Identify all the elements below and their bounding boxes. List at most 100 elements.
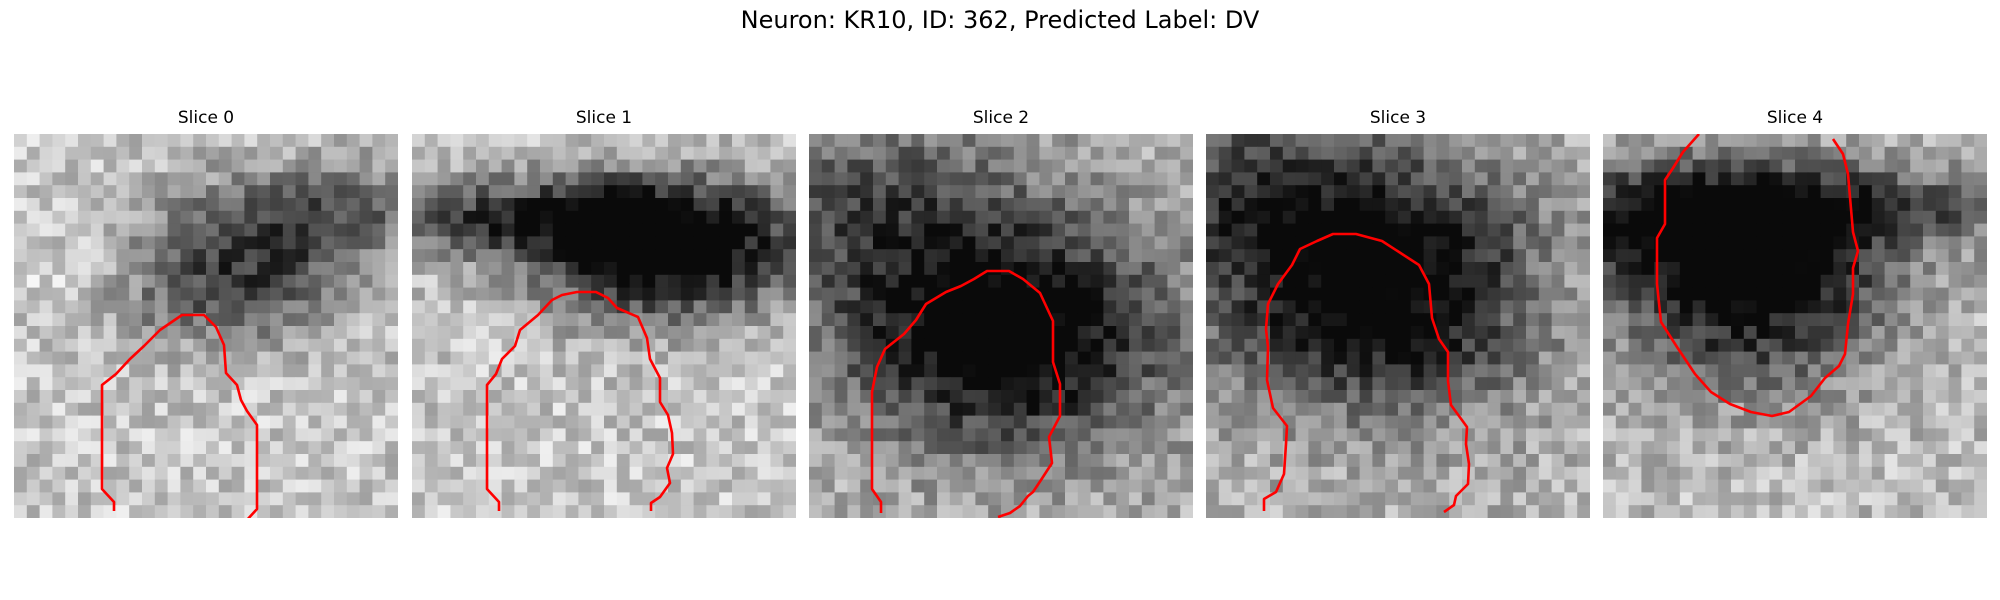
image-pixel bbox=[1321, 326, 1335, 340]
image-pixel bbox=[1487, 390, 1501, 404]
image-pixel bbox=[270, 492, 284, 506]
image-pixel bbox=[282, 338, 297, 353]
image-pixel bbox=[1897, 364, 1911, 378]
image-pixel bbox=[962, 338, 976, 353]
image-pixel bbox=[437, 441, 451, 455]
image-pixel bbox=[668, 134, 682, 148]
image-pixel bbox=[591, 505, 605, 518]
image-pixel bbox=[1871, 390, 1886, 404]
image-pixel bbox=[1154, 326, 1168, 340]
image-pixel bbox=[1308, 172, 1322, 186]
image-pixel bbox=[424, 441, 439, 455]
image-pixel bbox=[1154, 402, 1168, 417]
image-pixel bbox=[847, 249, 861, 263]
image-pixel bbox=[975, 210, 989, 225]
image-pixel bbox=[14, 351, 28, 365]
image-pixel bbox=[655, 505, 669, 518]
image-pixel bbox=[116, 492, 130, 506]
image-pixel bbox=[1961, 236, 1975, 250]
image-pixel bbox=[911, 441, 925, 455]
image-pixel bbox=[604, 313, 618, 327]
image-pixel bbox=[1013, 454, 1028, 468]
image-pixel bbox=[308, 313, 322, 327]
image-pixel bbox=[1359, 159, 1373, 173]
image-pixel bbox=[809, 210, 823, 225]
image-pixel bbox=[244, 326, 258, 340]
image-pixel bbox=[231, 313, 245, 327]
image-pixel bbox=[578, 146, 592, 161]
image-pixel bbox=[898, 390, 912, 404]
image-pixel bbox=[1039, 146, 1053, 161]
image-pixel bbox=[1244, 236, 1258, 250]
image-pixel bbox=[1603, 326, 1617, 340]
image-pixel bbox=[437, 159, 451, 173]
image-pixel bbox=[1961, 479, 1975, 493]
image-pixel bbox=[680, 185, 695, 199]
image-pixel bbox=[1423, 377, 1437, 391]
image-pixel bbox=[1897, 274, 1911, 289]
image-pixel bbox=[1948, 287, 1962, 301]
image-pixel bbox=[1359, 287, 1373, 301]
image-pixel bbox=[732, 351, 746, 365]
image-pixel bbox=[450, 185, 464, 199]
image-pixel bbox=[1526, 377, 1540, 391]
image-pixel bbox=[180, 479, 194, 493]
image-pixel bbox=[1769, 198, 1783, 212]
image-pixel bbox=[1948, 402, 1962, 417]
image-pixel bbox=[1692, 198, 1706, 212]
image-pixel bbox=[78, 377, 92, 391]
image-pixel bbox=[1807, 466, 1822, 481]
image-pixel bbox=[1449, 415, 1463, 429]
image-pixel bbox=[860, 454, 874, 468]
image-pixel bbox=[1718, 198, 1732, 212]
image-pixel bbox=[552, 505, 567, 518]
image-pixel bbox=[463, 377, 477, 391]
image-pixel bbox=[744, 236, 759, 250]
image-pixel bbox=[949, 159, 964, 173]
image-pixel bbox=[424, 236, 439, 250]
image-pixel bbox=[540, 313, 554, 327]
image-pixel bbox=[1654, 492, 1668, 506]
image-pixel bbox=[1103, 390, 1117, 404]
image-pixel bbox=[1500, 402, 1514, 417]
image-pixel bbox=[1756, 492, 1770, 506]
image-pixel bbox=[1103, 198, 1117, 212]
image-pixel bbox=[1398, 326, 1412, 340]
image-pixel bbox=[898, 198, 912, 212]
image-pixel bbox=[1513, 492, 1527, 506]
image-pixel bbox=[1679, 479, 1694, 493]
image-pixel bbox=[1167, 364, 1181, 378]
image-pixel bbox=[1103, 351, 1117, 365]
image-pixel bbox=[1346, 402, 1361, 417]
image-pixel bbox=[1974, 479, 1987, 493]
image-pixel bbox=[1141, 390, 1156, 404]
image-pixel bbox=[193, 159, 207, 173]
image-pixel bbox=[1743, 236, 1758, 250]
image-pixel bbox=[616, 351, 631, 365]
image-pixel bbox=[719, 326, 733, 340]
image-pixel bbox=[1731, 364, 1745, 378]
image-pixel bbox=[26, 415, 41, 429]
image-pixel bbox=[668, 249, 682, 263]
image-pixel bbox=[1526, 236, 1540, 250]
image-pixel bbox=[1884, 338, 1898, 353]
image-pixel bbox=[1001, 236, 1015, 250]
image-pixel bbox=[1948, 210, 1962, 225]
image-pixel bbox=[321, 223, 335, 237]
image-pixel bbox=[552, 351, 567, 365]
image-pixel bbox=[14, 210, 28, 225]
image-pixel bbox=[218, 274, 233, 289]
image-pixel bbox=[757, 210, 771, 225]
image-pixel bbox=[1090, 326, 1104, 340]
image-pixel bbox=[616, 454, 631, 468]
image-pixel bbox=[1564, 415, 1578, 429]
image-pixel bbox=[834, 236, 848, 250]
image-pixel bbox=[1731, 377, 1745, 391]
image-pixel bbox=[142, 454, 156, 468]
image-pixel bbox=[949, 300, 964, 314]
image-pixel bbox=[1641, 172, 1655, 186]
image-pixel bbox=[988, 172, 1002, 186]
image-pixel bbox=[1090, 505, 1104, 518]
image-pixel bbox=[937, 249, 951, 263]
image-pixel bbox=[693, 326, 707, 340]
